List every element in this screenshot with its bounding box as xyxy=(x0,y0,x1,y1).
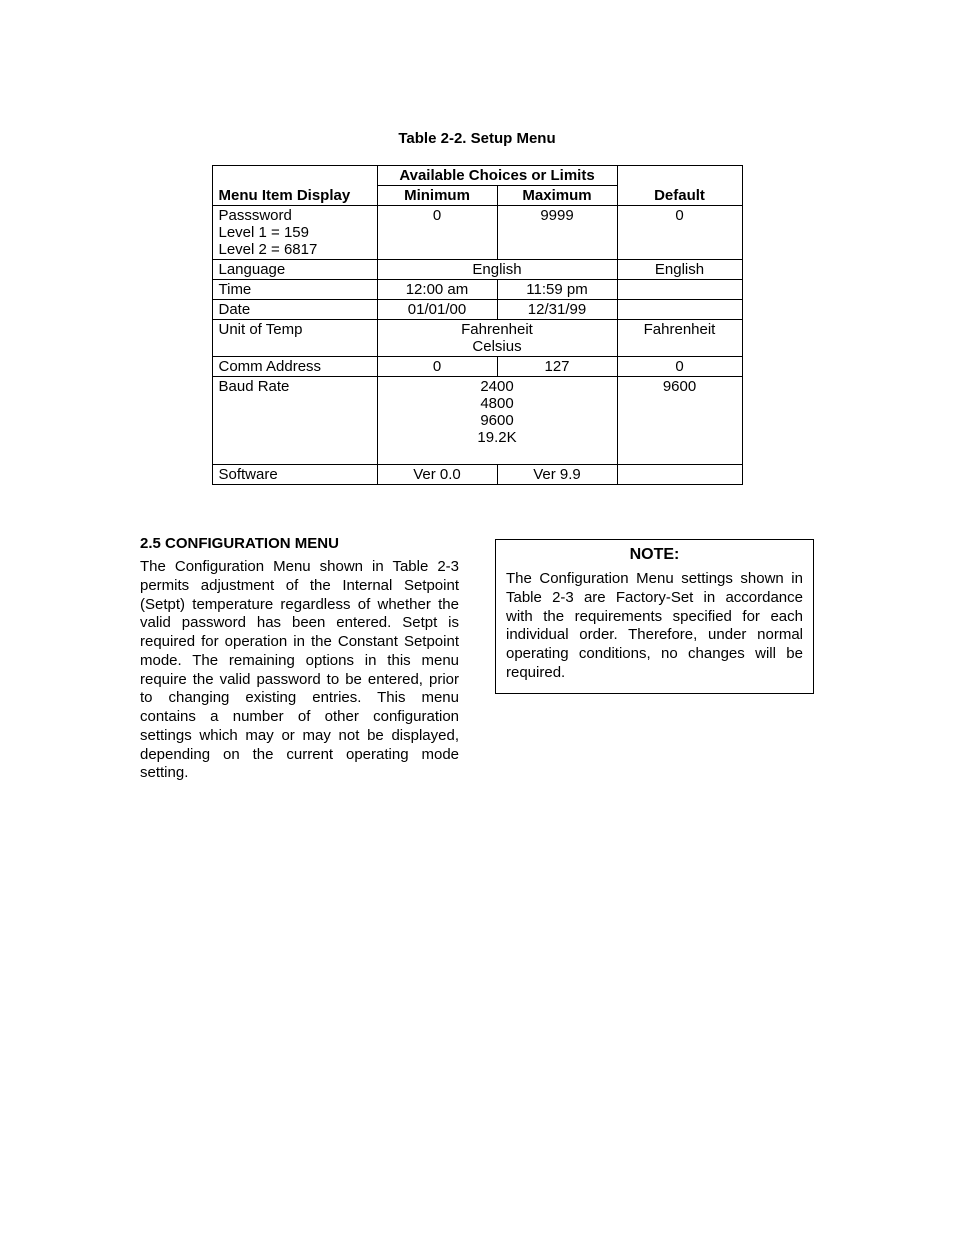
cell-default: 9600 xyxy=(617,377,742,465)
cell-item: Baud Rate xyxy=(212,377,377,465)
section-heading: 2.5 CONFIGURATION MENU xyxy=(140,535,459,552)
unit-choice-2: Celsius xyxy=(384,338,611,355)
table-header-row-2: Menu Item Display Minimum Maximum Defaul… xyxy=(212,186,742,206)
cell-default xyxy=(617,300,742,320)
table-header-row-1: Available Choices or Limits xyxy=(212,166,742,186)
cell-choices: Fahrenheit Celsius xyxy=(377,320,617,357)
th-blank2 xyxy=(617,166,742,186)
cell-item: Time xyxy=(212,280,377,300)
cell-max: 127 xyxy=(497,357,617,377)
cell-item: Passsword Level 1 = 159 Level 2 = 6817 xyxy=(212,206,377,260)
password-line3: Level 2 = 6817 xyxy=(219,241,371,258)
baud-4: 19.2K xyxy=(384,429,611,446)
th-blank xyxy=(212,166,377,186)
cell-max: 11:59 pm xyxy=(497,280,617,300)
note-title: NOTE: xyxy=(506,546,803,564)
cell-item: Language xyxy=(212,260,377,280)
table-row: Unit of Temp Fahrenheit Celsius Fahrenhe… xyxy=(212,320,742,357)
th-min: Minimum xyxy=(377,186,497,206)
right-column: NOTE: The Configuration Menu settings sh… xyxy=(495,535,814,694)
table-row: Passsword Level 1 = 159 Level 2 = 6817 0… xyxy=(212,206,742,260)
cell-choices: English xyxy=(377,260,617,280)
password-line2: Level 1 = 159 xyxy=(219,224,371,241)
cell-default: 0 xyxy=(617,206,742,260)
th-max: Maximum xyxy=(497,186,617,206)
table-row: Date 01/01/00 12/31/99 xyxy=(212,300,742,320)
table-row: Software Ver 0.0 Ver 9.9 xyxy=(212,465,742,485)
cell-default: Fahrenheit xyxy=(617,320,742,357)
note-body: The Configuration Menu settings shown in… xyxy=(506,570,803,683)
baud-spacer xyxy=(384,446,611,463)
cell-choices: 2400 4800 9600 19.2K xyxy=(377,377,617,465)
cell-item: Date xyxy=(212,300,377,320)
setup-menu-table: Available Choices or Limits Menu Item Di… xyxy=(212,165,743,485)
cell-default xyxy=(617,280,742,300)
table-row: Baud Rate 2400 4800 9600 19.2K 9600 xyxy=(212,377,742,465)
table-row: Language English English xyxy=(212,260,742,280)
two-column-region: 2.5 CONFIGURATION MENU The Configuration… xyxy=(140,535,814,783)
th-choices: Available Choices or Limits xyxy=(377,166,617,186)
table-caption: Table 2-2. Setup Menu xyxy=(140,130,814,147)
cell-default: 0 xyxy=(617,357,742,377)
cell-max: Ver 9.9 xyxy=(497,465,617,485)
page: Table 2-2. Setup Menu Available Choices … xyxy=(0,0,954,843)
cell-max: 9999 xyxy=(497,206,617,260)
baud-2: 4800 xyxy=(384,395,611,412)
cell-max: 12/31/99 xyxy=(497,300,617,320)
cell-min: Ver 0.0 xyxy=(377,465,497,485)
th-item: Menu Item Display xyxy=(212,186,377,206)
cell-min: 01/01/00 xyxy=(377,300,497,320)
table-row: Comm Address 0 127 0 xyxy=(212,357,742,377)
cell-min: 0 xyxy=(377,357,497,377)
cell-min: 12:00 am xyxy=(377,280,497,300)
cell-item: Comm Address xyxy=(212,357,377,377)
cell-item: Unit of Temp xyxy=(212,320,377,357)
baud-1: 2400 xyxy=(384,378,611,395)
baud-3: 9600 xyxy=(384,412,611,429)
cell-default xyxy=(617,465,742,485)
cell-min: 0 xyxy=(377,206,497,260)
left-column: 2.5 CONFIGURATION MENU The Configuration… xyxy=(140,535,459,783)
note-box: NOTE: The Configuration Menu settings sh… xyxy=(495,539,814,694)
password-line1: Passsword xyxy=(219,207,371,224)
cell-item: Software xyxy=(212,465,377,485)
cell-default: English xyxy=(617,260,742,280)
table-row: Time 12:00 am 11:59 pm xyxy=(212,280,742,300)
section-body: The Configuration Menu shown in Table 2-… xyxy=(140,558,459,783)
unit-choice-1: Fahrenheit xyxy=(384,321,611,338)
th-default: Default xyxy=(617,186,742,206)
